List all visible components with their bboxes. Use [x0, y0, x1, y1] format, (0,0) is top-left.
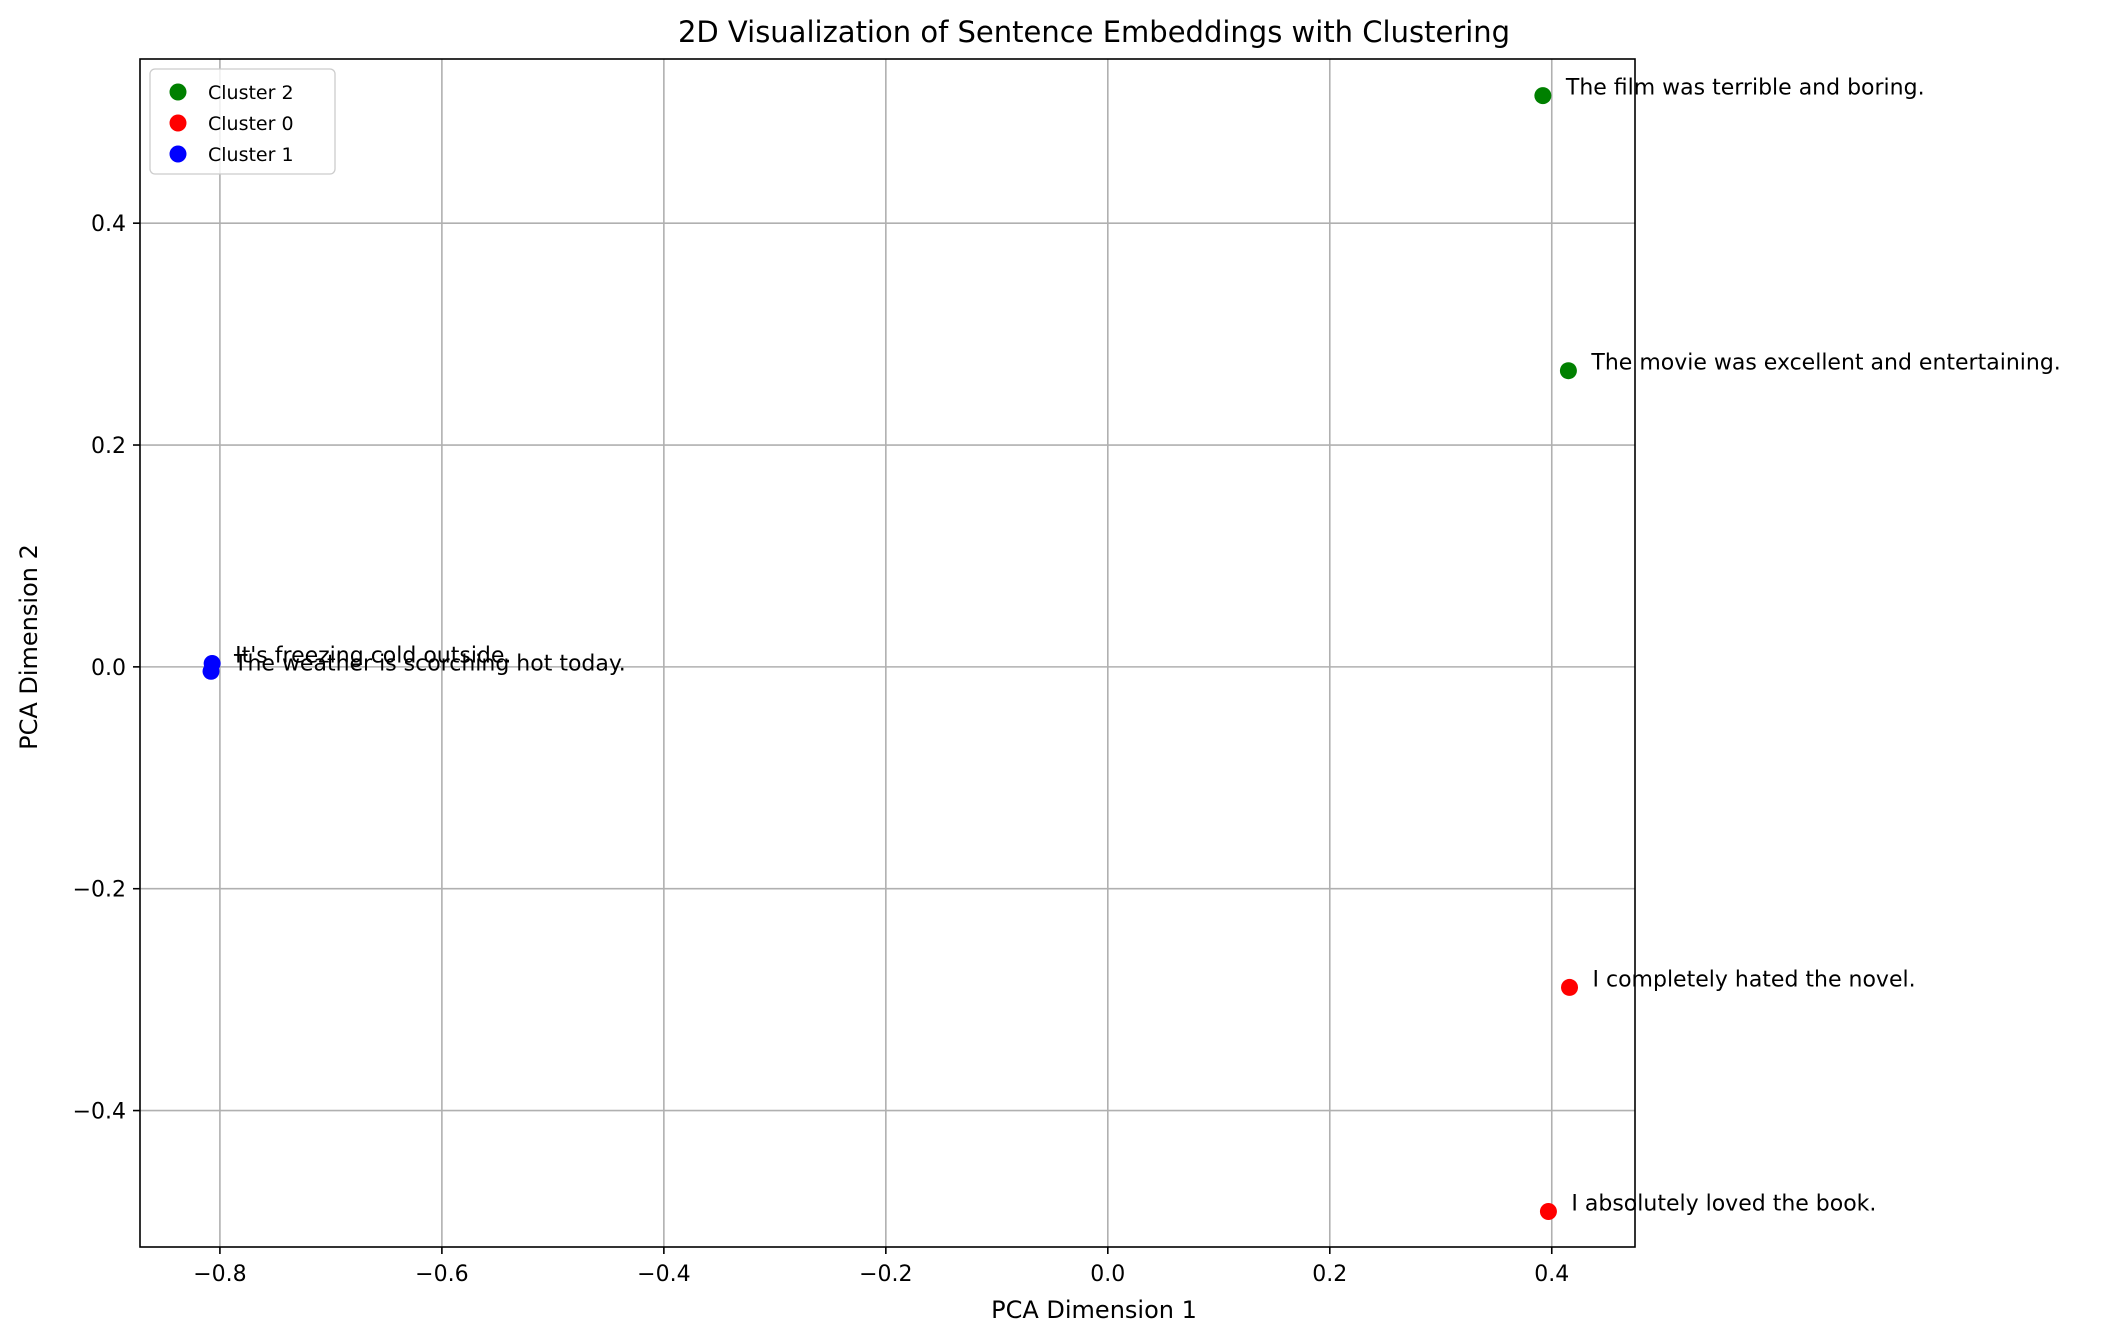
scatter-point — [1559, 362, 1577, 380]
x-tick-label: −0.8 — [193, 1262, 246, 1287]
x-tick-label: 0.4 — [1534, 1262, 1569, 1287]
point-label: I absolutely loved the book. — [1571, 1192, 1876, 1217]
y-tick-label: −0.4 — [73, 1100, 126, 1125]
legend: Cluster 2 Cluster 0 Cluster 1 — [149, 68, 336, 175]
legend-marker — [169, 83, 187, 101]
legend-marker — [169, 145, 187, 163]
legend-box — [149, 68, 336, 175]
point-label: It's freezing cold outside. — [235, 644, 511, 669]
plot-frame — [139, 58, 1636, 1248]
point-label: The movie was excellent and entertaining… — [1590, 351, 2060, 376]
point-label: The film was terrible and boring. — [1565, 76, 1925, 101]
scatter-point — [1539, 1203, 1557, 1221]
legend-entry: Cluster 2 — [208, 82, 294, 104]
scatter-point — [1534, 87, 1552, 105]
chart-title: 2D Visualization of Sentence Embeddings … — [678, 15, 1510, 49]
scatter-point — [1561, 978, 1579, 996]
y-tick-label: 0.0 — [91, 656, 126, 681]
y-tick-label: 0.2 — [91, 434, 126, 459]
point-label: The weather is scorching hot today. — [233, 651, 626, 676]
y-axis-label: PCA Dimension 2 — [15, 544, 43, 750]
x-tick-label: 0.2 — [1312, 1262, 1347, 1287]
x-tick-label: −0.2 — [859, 1262, 912, 1287]
axes: −0.8 −0.6 −0.4 −0.2 0.0 0.2 0.4 −0.4 −0.2 0.0 0.2 0… — [73, 58, 1636, 1287]
point-label: I completely hated the novel. — [1593, 967, 1916, 992]
x-tick-label: 0.0 — [1090, 1262, 1125, 1287]
point-labels: The film was terrible and boring. The mov… — [233, 76, 2061, 1217]
legend-entry: Cluster 0 — [208, 113, 294, 135]
x-axis-label: PCA Dimension 1 — [991, 1296, 1197, 1324]
legend-entry: Cluster 1 — [208, 144, 294, 166]
y-tick-label: 0.4 — [91, 212, 126, 237]
x-tick-label: −0.4 — [637, 1262, 690, 1287]
legend-marker — [169, 114, 187, 132]
data-points — [202, 87, 1579, 1221]
x-tick-label: −0.6 — [415, 1262, 468, 1287]
scatter-point — [202, 662, 220, 680]
y-tick-label: −0.2 — [73, 878, 126, 903]
grid — [140, 59, 1635, 1247]
